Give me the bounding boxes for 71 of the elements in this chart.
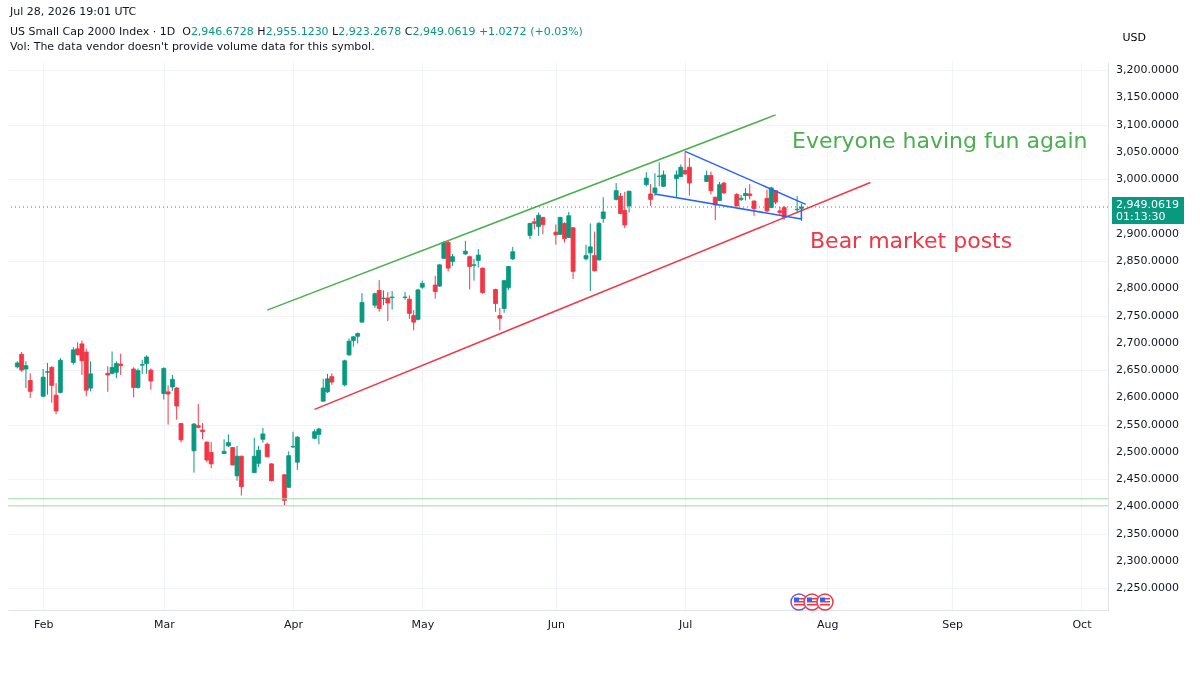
candlestick bbox=[88, 360, 93, 392]
candlestick bbox=[118, 353, 124, 376]
candlestick bbox=[648, 183, 654, 207]
y-tick-label: 3,200.0000 bbox=[1116, 63, 1179, 77]
text: 2,946.6728 H2,955.1230 L2,923.2678 C2,949.0619 +1.0272 (+0.03%) bbox=[190, 25, 583, 38]
candlestick bbox=[540, 216, 546, 235]
candlestick bbox=[592, 231, 598, 272]
annotation: Everyone having fun again bbox=[792, 128, 1088, 153]
candlestick bbox=[105, 365, 111, 393]
y-tick-label: 2,750.0000 bbox=[1116, 308, 1179, 322]
y-tick-label: 2,600.0000 bbox=[1116, 390, 1179, 404]
candlestick bbox=[587, 222, 593, 292]
candlestick bbox=[342, 359, 348, 387]
y-tick-label: 2,550.0000 bbox=[1116, 417, 1179, 431]
candlestick bbox=[174, 386, 180, 421]
y-tick-label: 3,100.0000 bbox=[1116, 117, 1179, 131]
text: Jul 28, 2026 19:01 UTC bbox=[10, 4, 138, 19]
y-tick-label: 2,650.0000 bbox=[1116, 363, 1179, 377]
candlestick bbox=[674, 170, 679, 198]
candlestick bbox=[402, 291, 408, 301]
y-tick-label: 2,850.0000 bbox=[1116, 254, 1179, 268]
x-tick-label: Aug bbox=[817, 617, 839, 631]
candlestick bbox=[389, 290, 395, 311]
y-tick-label: 2,700.0000 bbox=[1116, 335, 1179, 349]
candlestick bbox=[359, 292, 365, 324]
candlestick bbox=[467, 255, 473, 290]
candlestick bbox=[208, 441, 214, 469]
candlestick bbox=[251, 437, 257, 474]
x-tick-label: Oct bbox=[1072, 617, 1093, 631]
candlestick bbox=[144, 354, 149, 375]
ref-line-label: 2,949.0619 bbox=[1116, 198, 1179, 212]
candlestick bbox=[566, 211, 572, 239]
x-tick-label: Feb bbox=[33, 617, 54, 631]
x-tick-label: Sep bbox=[942, 617, 964, 631]
candlestick bbox=[652, 172, 658, 197]
candlestick bbox=[19, 351, 25, 373]
y-tick-label: 2,800.0000 bbox=[1116, 281, 1179, 295]
annotation: Bear market posts bbox=[810, 228, 1013, 253]
candlestick bbox=[27, 372, 33, 399]
candlestick bbox=[45, 362, 50, 396]
x-tick-label: Mar bbox=[153, 617, 176, 631]
x-tick-label: Jun bbox=[546, 617, 565, 631]
candlestick bbox=[432, 275, 438, 300]
text: Vol: The data vendor doesn't provide volume data for this symbol. bbox=[10, 40, 375, 53]
candlestick bbox=[437, 263, 442, 288]
y-tick-label: 3,000.0000 bbox=[1116, 172, 1179, 186]
x-tick-label: May bbox=[411, 617, 435, 631]
y-tick-label: 3,050.0000 bbox=[1116, 144, 1179, 158]
y-tick-label: 2,350.0000 bbox=[1116, 526, 1179, 540]
candlestick bbox=[148, 367, 154, 391]
y-tick-label: 2,400.0000 bbox=[1116, 499, 1179, 513]
candlestick bbox=[23, 360, 29, 389]
candlestick bbox=[553, 223, 559, 246]
y-tick-label: 2,250.0000 bbox=[1116, 581, 1179, 595]
y-tick-label: 2,500.0000 bbox=[1116, 444, 1179, 458]
text: 01:13:30 bbox=[1116, 210, 1166, 224]
x-tick-label: Apr bbox=[284, 617, 304, 631]
candlestick bbox=[777, 206, 783, 217]
candlestick bbox=[536, 212, 542, 237]
y-tick-label: 2,450.0000 bbox=[1116, 472, 1179, 486]
candlestick bbox=[320, 378, 326, 403]
candlestick bbox=[260, 427, 266, 444]
candlestick bbox=[221, 438, 227, 455]
candlestick bbox=[165, 384, 171, 426]
y-axis-title: USD bbox=[1122, 30, 1147, 44]
candlestick bbox=[497, 307, 503, 331]
x-tick-label: Jul bbox=[677, 617, 693, 631]
y-tick-label: 2,300.0000 bbox=[1116, 553, 1179, 567]
y-tick-label: 3,150.0000 bbox=[1116, 90, 1179, 104]
y-tick-label: 2,900.0000 bbox=[1116, 226, 1179, 240]
chart-title: US Small Cap 2000 Index · 1D O bbox=[10, 25, 191, 38]
